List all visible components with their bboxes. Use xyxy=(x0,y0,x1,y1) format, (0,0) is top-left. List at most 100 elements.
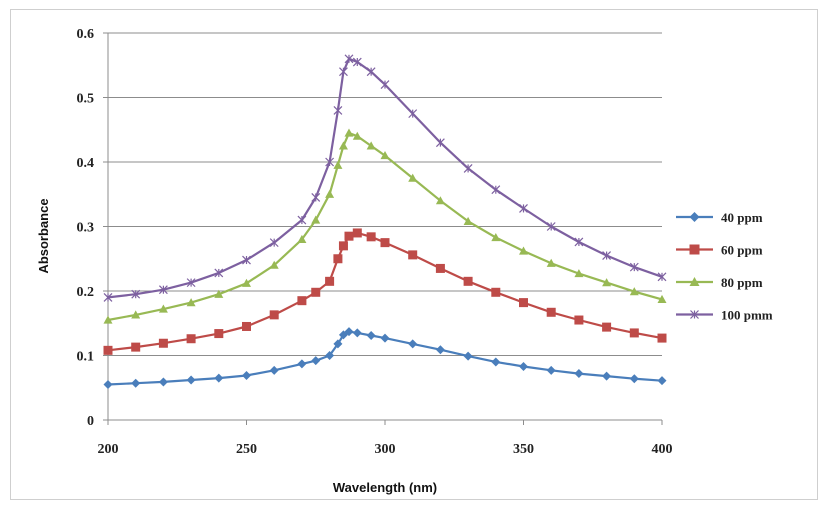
x-tick-label: 350 xyxy=(513,442,534,457)
data-point xyxy=(408,173,418,182)
data-point xyxy=(186,334,196,344)
data-point xyxy=(338,141,348,150)
data-point xyxy=(269,260,279,269)
data-point xyxy=(380,238,390,248)
data-point xyxy=(352,228,362,238)
data-point xyxy=(463,216,473,225)
legend-item: 40 ppm xyxy=(676,210,763,225)
data-point xyxy=(344,327,354,337)
series-plot xyxy=(103,54,667,390)
data-point xyxy=(297,359,307,369)
data-point xyxy=(325,189,335,198)
data-point xyxy=(574,237,584,247)
x-axis-title: Wavelength (nm) xyxy=(333,480,437,495)
y-tick-label: 0.3 xyxy=(77,221,95,236)
data-point xyxy=(629,328,639,338)
x-tick-label: 200 xyxy=(98,442,119,457)
data-point xyxy=(325,276,335,286)
series-line xyxy=(107,231,663,352)
data-point xyxy=(103,380,113,390)
data-point xyxy=(546,365,556,375)
y-tick-label: 0.5 xyxy=(77,92,95,107)
data-point xyxy=(435,345,445,355)
x-tick-label: 300 xyxy=(375,442,396,457)
data-point xyxy=(408,339,418,349)
legend-item: 100 pmm xyxy=(676,308,773,323)
data-point xyxy=(214,329,224,339)
data-point xyxy=(463,351,473,361)
data-point xyxy=(214,289,224,298)
legend-marker xyxy=(690,310,699,319)
data-point xyxy=(131,378,141,388)
y-tick-label: 0.2 xyxy=(77,285,95,300)
data-point xyxy=(463,164,473,173)
data-point xyxy=(186,278,196,288)
data-point xyxy=(344,128,354,137)
series-line xyxy=(107,57,663,299)
data-point xyxy=(366,331,376,341)
data-point xyxy=(602,322,612,332)
data-point xyxy=(435,196,445,205)
data-point xyxy=(325,351,335,360)
data-point xyxy=(339,67,348,77)
y-tick-label: 0.6 xyxy=(77,27,95,42)
data-point xyxy=(366,232,376,242)
data-point xyxy=(629,287,639,296)
data-point xyxy=(629,374,639,384)
data-point xyxy=(629,262,639,272)
data-point xyxy=(574,269,584,278)
legend-marker xyxy=(689,244,700,255)
data-point xyxy=(131,342,141,352)
data-point xyxy=(602,251,612,260)
data-point xyxy=(491,185,501,195)
data-point xyxy=(158,377,168,387)
data-point xyxy=(214,373,224,383)
data-point xyxy=(657,272,667,282)
legend-item: 60 ppm xyxy=(676,243,763,258)
data-point xyxy=(158,285,168,295)
legend-marker xyxy=(689,277,700,286)
data-point xyxy=(338,241,348,251)
data-point xyxy=(311,287,321,297)
data-point xyxy=(158,304,168,313)
series-line xyxy=(107,330,663,386)
data-point xyxy=(242,370,251,380)
y-axis-title: Absorbance xyxy=(36,198,51,273)
data-point xyxy=(519,298,528,308)
data-point xyxy=(546,222,556,231)
x-tick-label: 250 xyxy=(236,442,257,457)
data-point xyxy=(297,215,307,225)
data-point xyxy=(366,141,376,150)
data-point xyxy=(242,278,251,287)
y-tick-label: 0 xyxy=(87,414,94,429)
data-point xyxy=(269,238,279,248)
data-point xyxy=(546,307,556,317)
data-point xyxy=(311,356,321,366)
legend-label: 80 ppm xyxy=(721,275,763,290)
tick-labels: 0 0.1 0.2 0.3 0.4 0.5 0.6 200 250 300 350 400 xyxy=(77,27,673,457)
data-point xyxy=(491,232,501,242)
legend-label: 40 ppm xyxy=(721,210,763,225)
data-point xyxy=(103,345,113,355)
data-point xyxy=(546,258,556,267)
data-point xyxy=(242,255,251,265)
data-point xyxy=(519,361,528,371)
data-point xyxy=(602,278,612,287)
data-point xyxy=(408,109,418,119)
data-point xyxy=(311,215,321,224)
grid-lines xyxy=(108,32,662,356)
data-point xyxy=(657,333,667,343)
data-point xyxy=(131,310,141,319)
y-tick-label: 0.4 xyxy=(77,156,95,171)
data-point xyxy=(333,254,343,264)
data-point xyxy=(602,371,612,381)
data-point xyxy=(214,268,224,278)
data-point xyxy=(186,298,196,307)
data-point xyxy=(242,321,251,331)
data-point xyxy=(491,357,501,367)
data-point xyxy=(519,246,528,255)
legend-marker xyxy=(689,212,700,222)
series-1 xyxy=(103,228,667,355)
legend-label: 100 pmm xyxy=(721,308,773,323)
data-point xyxy=(435,138,445,148)
